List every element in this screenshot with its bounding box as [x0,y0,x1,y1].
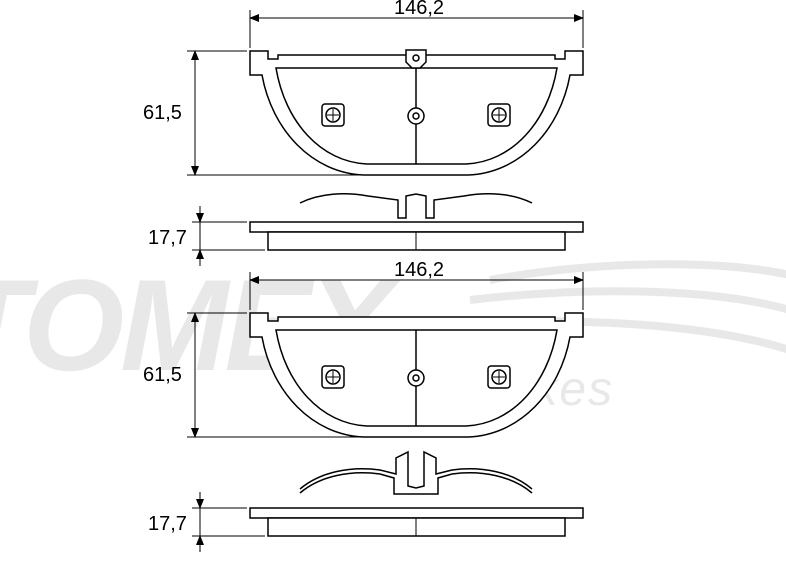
dim-bottom-thickness-label: 17,7 [148,513,187,535]
top-pad-clip [300,194,532,218]
bottom-pad-front-view [250,313,583,437]
dim-top-width-label: 146,2 [394,0,444,19]
dim-top-width: 146,2 [250,0,583,48]
dim-top-thickness-label: 17,7 [148,227,187,249]
bottom-pad-side-view [250,508,583,536]
top-pad-front-view [250,50,583,175]
top-pad-side-view [250,222,583,250]
bottom-pad-clip [300,452,532,494]
dim-bottom-width-label: 146,2 [394,259,444,281]
dim-top-height-label: 61,5 [143,102,182,124]
dim-bottom-thickness: 17,7 [148,492,265,552]
dim-bottom-height-label: 61,5 [143,364,182,386]
